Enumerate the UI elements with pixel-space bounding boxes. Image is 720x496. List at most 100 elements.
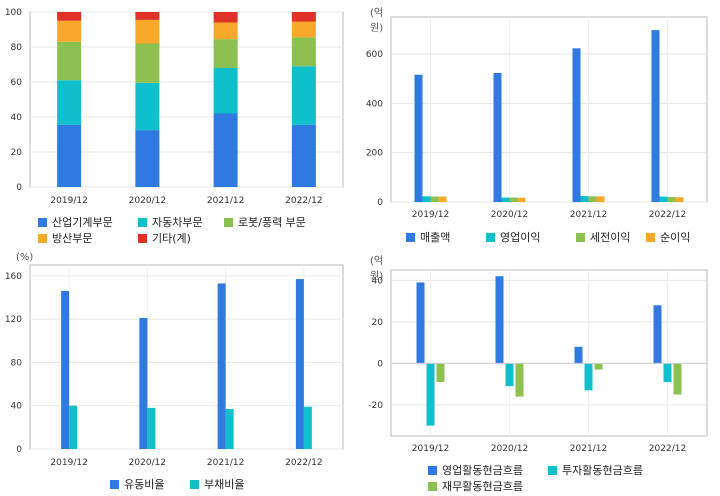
legend-label: 산업기계부문 <box>52 216 113 229</box>
bar-기타-계-2022-12 <box>291 12 316 22</box>
x-tick-label: 2019/12 <box>412 210 449 220</box>
bar-기타-계-2019-12 <box>57 12 82 21</box>
bar-로봇-풍력-부문-2021-12 <box>213 39 238 68</box>
bar-로봇-풍력-부문-2022-12 <box>291 37 316 67</box>
bar-투자활동현금흐름-2020-12 <box>505 363 514 387</box>
legend-swatch <box>190 480 199 489</box>
bar-세전이익-2022-12 <box>667 197 676 202</box>
legend-swatch <box>646 233 655 242</box>
chart-2-unit: (억원) <box>370 8 384 34</box>
bar-방산부문-2022-12 <box>291 21 316 38</box>
bar-매출액-2022-12 <box>651 30 660 202</box>
legend-label: 매출액 <box>420 231 451 244</box>
bar-순이익-2020-12 <box>517 197 526 202</box>
x-tick-label: 2021/12 <box>207 196 244 206</box>
legend-swatch <box>428 482 437 491</box>
legend-swatch <box>138 218 147 227</box>
bar-유동비율-2020-12 <box>139 318 148 449</box>
legend-label: 세전이익 <box>590 231 631 244</box>
legend-label: 영업활동현금흐름 <box>442 464 523 477</box>
bar-자동차부문-2022-12 <box>291 66 316 125</box>
x-tick-label: 2019/12 <box>50 196 87 206</box>
bar-순이익-2019-12 <box>438 196 447 202</box>
bar-영업활동현금흐름-2020-12 <box>495 276 504 364</box>
bar-영업이익-2022-12 <box>659 196 668 202</box>
y-tick-label: 100 <box>5 8 22 18</box>
y-tick-label: 160 <box>5 272 22 282</box>
legend-item-산업기계부문: 산업기계부문 <box>38 214 113 230</box>
bar-산업기계부문-2021-12 <box>213 113 238 187</box>
bar-로봇-풍력-부문-2020-12 <box>135 43 160 83</box>
legend-swatch <box>38 218 47 227</box>
bar-부채비율-2021-12 <box>225 408 234 449</box>
x-tick-label: 2020/12 <box>491 210 528 220</box>
bar-순이익-2021-12 <box>596 196 605 202</box>
y-tick-label: -20 <box>368 401 383 411</box>
bar-재무활동현금흐름-2021-12 <box>594 363 603 370</box>
bar-매출액-2020-12 <box>493 72 502 202</box>
y-tick-label: 0 <box>377 359 383 369</box>
bar-유동비율-2022-12 <box>295 279 304 449</box>
legend-label: 투자활동현금흐름 <box>562 464 643 477</box>
legend-item-기타-계: 기타(계) <box>138 230 191 246</box>
legend-item-부채비율: 부채비율 <box>190 476 244 492</box>
bar-매출액-2021-12 <box>572 48 581 203</box>
y-tick-label: 80 <box>11 358 23 368</box>
chart-3-unit: (%) <box>16 252 34 263</box>
legend-label: 영업이익 <box>500 231 541 244</box>
legend-label: 유동비율 <box>124 478 165 491</box>
legend-item-방산부문: 방산부문 <box>38 230 92 246</box>
legend-swatch <box>548 466 557 475</box>
bar-재무활동현금흐름-2019-12 <box>436 363 445 383</box>
legend-swatch <box>138 234 147 243</box>
legend-item-순이익: 순이익 <box>646 229 690 245</box>
legend-item-영업이익: 영업이익 <box>486 229 540 245</box>
bar-유동비율-2021-12 <box>217 283 226 449</box>
bar-재무활동현금흐름-2022-12 <box>673 363 682 395</box>
y-tick-label: 60 <box>11 78 23 88</box>
y-tick-label: 200 <box>366 149 383 159</box>
y-tick-label: 120 <box>5 315 22 325</box>
bar-산업기계부문-2020-12 <box>135 130 160 187</box>
x-tick-label: 2020/12 <box>129 458 166 468</box>
y-tick-label: 80 <box>11 43 23 53</box>
legend-item-유동비율: 유동비율 <box>110 476 164 492</box>
bar-투자활동현금흐름-2022-12 <box>663 363 672 383</box>
x-tick-label: 2022/12 <box>285 196 322 206</box>
legend-swatch <box>576 233 585 242</box>
x-tick-label: 2020/12 <box>491 444 528 454</box>
y-tick-label: 40 <box>11 113 23 123</box>
y-tick-label: 20 <box>372 318 384 328</box>
legend-label: 재무활동현금흐름 <box>442 480 523 493</box>
x-tick-label: 2022/12 <box>649 210 686 220</box>
legend-swatch <box>428 466 437 475</box>
legend-item-투자활동현금흐름: 투자활동현금흐름 <box>548 462 643 478</box>
legend-label: 순이익 <box>660 231 691 244</box>
chart-4-unit: (억원) <box>370 256 384 282</box>
bar-영업활동현금흐름-2019-12 <box>416 282 425 364</box>
bar-산업기계부문-2022-12 <box>291 124 316 187</box>
bar-부채비율-2022-12 <box>303 406 312 449</box>
x-tick-label: 2021/12 <box>570 444 607 454</box>
bar-방산부문-2019-12 <box>57 20 82 42</box>
legend-label: 로봇/풍력 부문 <box>238 216 306 229</box>
bar-방산부문-2020-12 <box>135 19 160 44</box>
bar-매출액-2019-12 <box>414 74 423 202</box>
bar-자동차부문-2019-12 <box>57 80 82 125</box>
bar-로봇-풍력-부문-2019-12 <box>57 41 82 81</box>
bar-부채비율-2020-12 <box>147 407 156 449</box>
legend-swatch <box>224 218 233 227</box>
legend-label: 방산부문 <box>52 232 93 245</box>
bar-세전이익-2020-12 <box>509 197 518 202</box>
x-tick-label: 2021/12 <box>207 458 244 468</box>
bar-순이익-2022-12 <box>675 197 684 202</box>
bar-영업활동현금흐름-2022-12 <box>653 305 662 364</box>
bar-영업활동현금흐름-2021-12 <box>574 346 583 364</box>
bar-자동차부문-2021-12 <box>213 68 238 114</box>
bar-산업기계부문-2019-12 <box>57 124 82 187</box>
legend-swatch <box>486 233 495 242</box>
legend-swatch <box>110 480 119 489</box>
